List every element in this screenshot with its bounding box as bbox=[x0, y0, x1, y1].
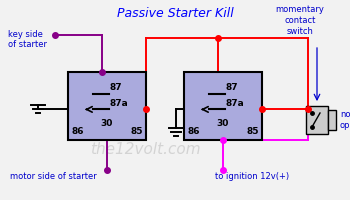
Text: momentary
contact
switch: momentary contact switch bbox=[275, 5, 324, 36]
Text: 87a: 87a bbox=[110, 99, 129, 108]
Bar bbox=[328, 110, 336, 130]
Bar bbox=[184, 72, 262, 140]
Text: to ignition 12v(+): to ignition 12v(+) bbox=[215, 172, 289, 181]
Bar bbox=[68, 72, 146, 140]
Text: the12volt.com: the12volt.com bbox=[90, 142, 200, 158]
Text: 87a: 87a bbox=[226, 99, 245, 108]
Text: 86: 86 bbox=[187, 127, 199, 136]
Text: 87: 87 bbox=[110, 83, 122, 92]
Text: normally
open: normally open bbox=[340, 110, 350, 130]
Text: motor side of starter: motor side of starter bbox=[10, 172, 97, 181]
Text: 85: 85 bbox=[131, 127, 143, 136]
Text: 30: 30 bbox=[217, 119, 229, 128]
Text: key side
of starter: key side of starter bbox=[8, 30, 47, 49]
Text: 87: 87 bbox=[226, 83, 239, 92]
Text: Passive Starter Kill: Passive Starter Kill bbox=[117, 7, 233, 20]
Text: 30: 30 bbox=[101, 119, 113, 128]
Bar bbox=[306, 106, 328, 134]
Text: 86: 86 bbox=[71, 127, 84, 136]
Text: 85: 85 bbox=[246, 127, 259, 136]
